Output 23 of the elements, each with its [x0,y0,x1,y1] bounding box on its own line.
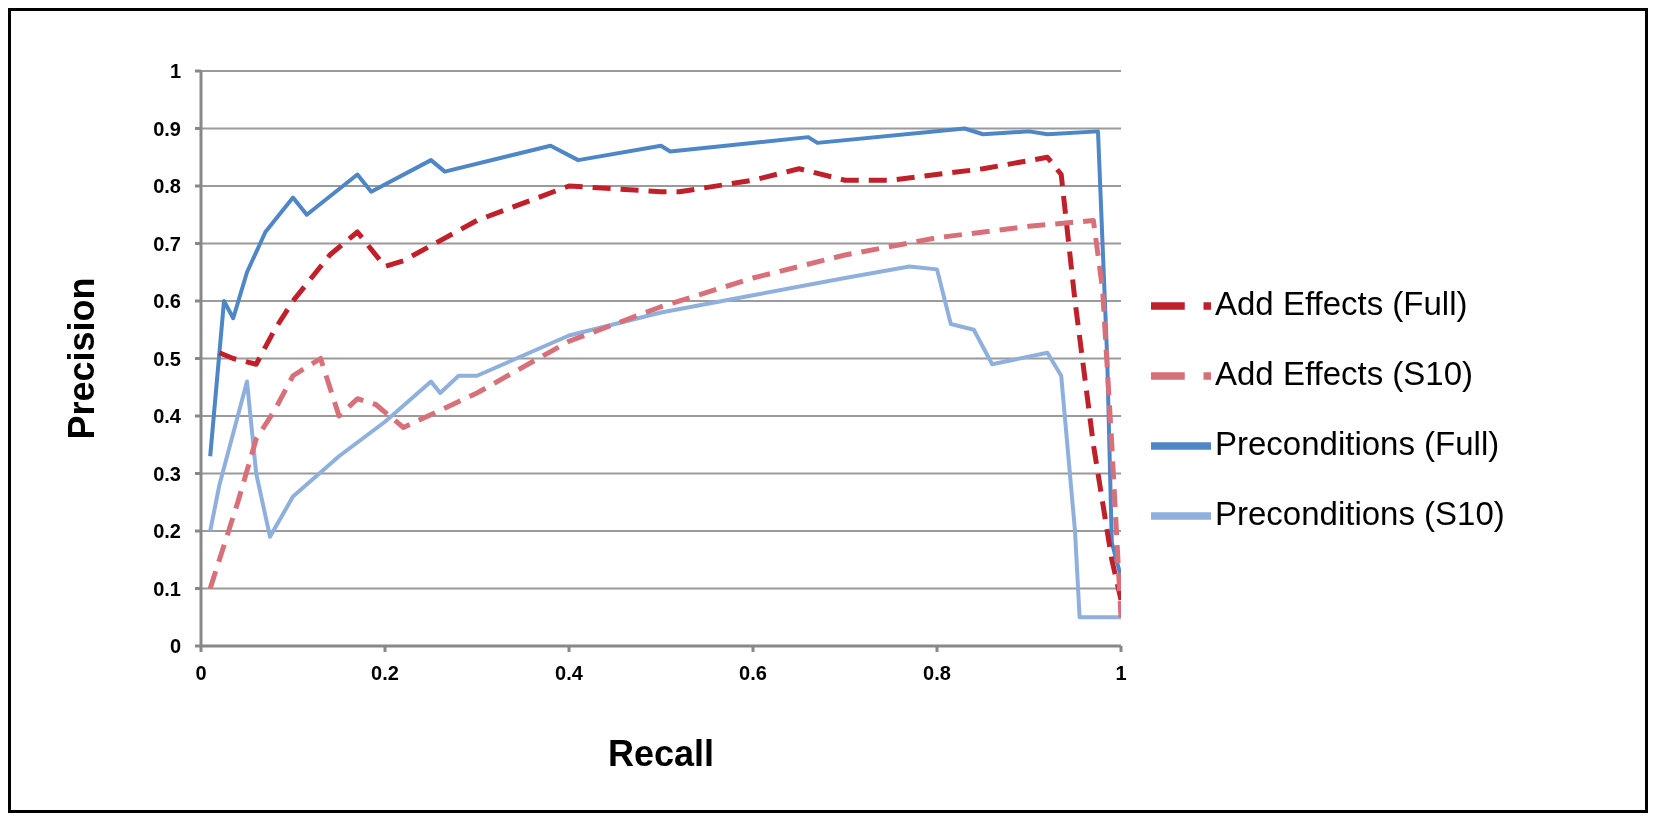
y-tick-label: 0.2 [153,520,181,543]
y-tick-label: 0.7 [153,232,181,255]
legend-label: Preconditions (S10) [1215,494,1505,532]
x-tick-label: 0.6 [739,662,767,685]
x-tick-label: 0.4 [555,662,584,685]
y-tick-label: 0.5 [153,347,181,370]
y-tick-label: 0.6 [153,290,181,313]
y-tick-label: 0.8 [153,175,181,198]
y-tick-label: 0.1 [153,577,181,600]
legend-label: Add Effects (S10) [1215,354,1474,392]
x-tick-label: 0 [195,662,207,685]
y-tick-label: 0.9 [153,117,181,140]
y-tick-label: 1 [169,60,181,83]
y-tick-label: 0.3 [153,462,181,485]
y-axis-title: Precision [60,277,102,440]
legend-label: Add Effects (Full) [1215,284,1468,322]
x-tick-label: 0.8 [923,662,951,685]
x-tick-label: 0.2 [371,662,399,685]
y-tick-label: 0.4 [153,405,182,428]
x-axis-title: Recall [607,733,715,774]
x-tick-label: 1 [1115,662,1127,685]
legend-label: Preconditions (Full) [1215,424,1500,462]
y-tick-label: 0 [169,635,181,658]
